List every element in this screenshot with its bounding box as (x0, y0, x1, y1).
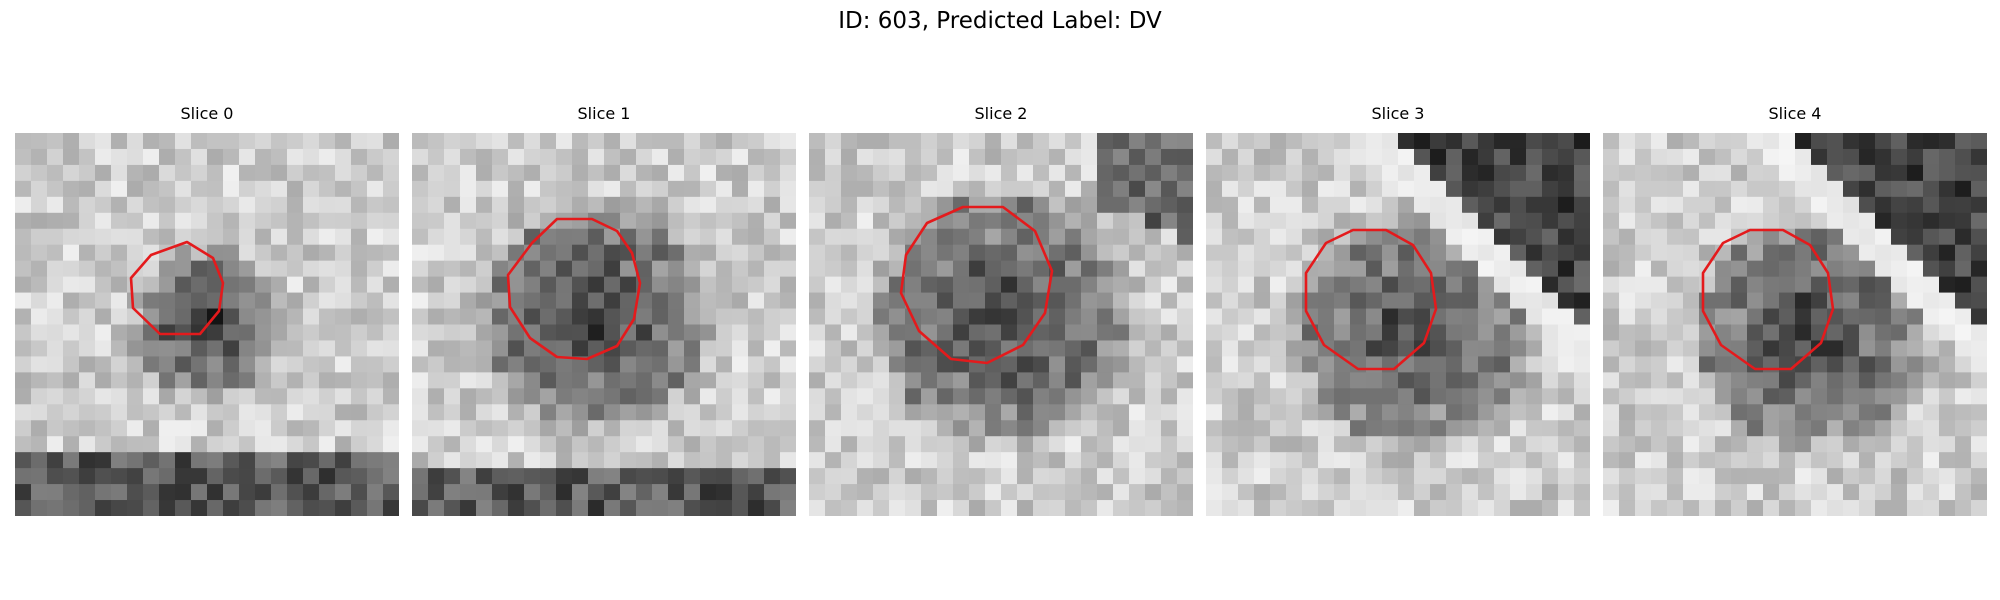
slice-panel-1: Slice 1 (412, 133, 796, 516)
slice-image-2 (809, 133, 1193, 516)
pixel-grid (1206, 133, 1590, 516)
slice-title-3: Slice 3 (1206, 103, 1590, 125)
slice-panel-4: Slice 4 (1603, 133, 1987, 516)
slice-image-4 (1603, 133, 1987, 516)
pixel-grid (1603, 133, 1987, 516)
slice-title-2: Slice 2 (809, 103, 1193, 125)
slice-title-4: Slice 4 (1603, 103, 1987, 125)
slice-image-3 (1206, 133, 1590, 516)
slice-image-1 (412, 133, 796, 516)
pixel-grid (412, 133, 796, 516)
slice-image-0 (15, 133, 399, 516)
slice-panel-0: Slice 0 (15, 133, 399, 516)
slice-title-0: Slice 0 (15, 103, 399, 125)
figure-title: ID: 603, Predicted Label: DV (0, 4, 2000, 38)
slice-panel-3: Slice 3 (1206, 133, 1590, 516)
slice-title-1: Slice 1 (412, 103, 796, 125)
pixel-grid (809, 133, 1193, 516)
slice-panel-2: Slice 2 (809, 133, 1193, 516)
